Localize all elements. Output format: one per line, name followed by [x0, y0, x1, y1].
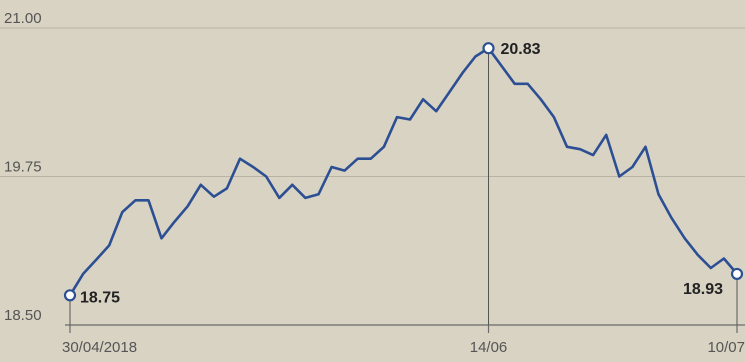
series-line [68, 46, 739, 297]
data-point-marker [63, 289, 77, 302]
data-label: 18.75 [80, 289, 120, 306]
annotations: 18.75 20.83 18.93 [63, 41, 744, 325]
y-tick-label: 18.50 [4, 307, 42, 324]
data-label: 18.93 [683, 281, 723, 298]
x-tick-label: 10/07 [707, 339, 745, 356]
x-tick-label: 30/04/2018 [62, 339, 137, 356]
y-tick-label: 19.75 [4, 159, 42, 176]
axes: 21.00 19.75 18.50 30/04/2018 14/06 10/07 [4, 10, 745, 356]
data-label: 20.83 [501, 41, 541, 58]
x-tick-label: 14/06 [470, 339, 508, 356]
data-point-marker [482, 42, 495, 55]
data-point-marker [730, 267, 744, 281]
y-tick-label: 21.00 [4, 10, 42, 27]
grid-lines [0, 27, 745, 177]
series [68, 46, 739, 297]
